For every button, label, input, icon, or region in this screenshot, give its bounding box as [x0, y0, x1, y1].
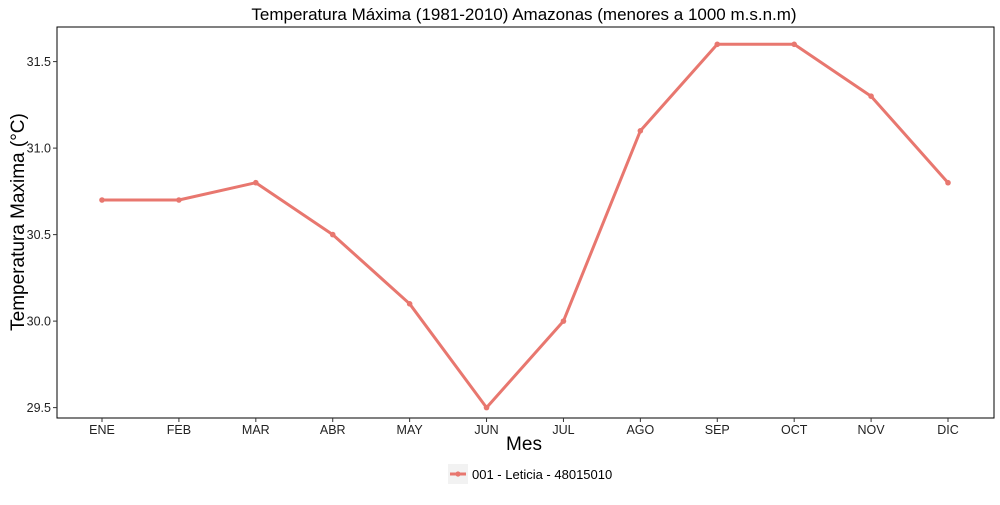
x-tick-label: SEP: [705, 423, 730, 437]
x-tick-label: ABR: [320, 423, 346, 437]
data-point: [791, 41, 797, 48]
y-tick-label: 30.5: [27, 228, 51, 242]
data-point: [329, 231, 336, 238]
data-point: [406, 301, 413, 307]
legend-label: 001 - Leticia - 48015010: [472, 467, 612, 482]
x-tick-label: AGO: [626, 423, 654, 437]
legend-key-point: [455, 471, 461, 477]
x-tick-label: FEB: [167, 423, 191, 437]
plot-panel: [56, 26, 995, 419]
y-axis: 29.5 30.0 30.5 31.0 31.5: [27, 55, 57, 415]
y-axis-label: Temperatura Maxima (°C): [8, 113, 29, 331]
data-point: [945, 179, 951, 186]
x-tick-label: MAY: [397, 423, 424, 437]
y-tick-label: 31.5: [27, 55, 51, 69]
x-tick-label: MAR: [242, 423, 270, 437]
y-tick-label: 31.0: [27, 142, 51, 156]
data-point: [483, 404, 490, 411]
x-tick-label: JUN: [474, 423, 498, 437]
data-point: [637, 128, 644, 134]
data-point: [868, 93, 874, 100]
data-point: [714, 41, 721, 48]
data-point: [560, 318, 567, 324]
x-tick-label: ENE: [89, 423, 115, 437]
x-tick-label: NOV: [858, 423, 886, 437]
x-tick-label: DIC: [937, 423, 959, 437]
x-axis-label: Mes: [506, 434, 542, 455]
data-point: [176, 197, 182, 203]
legend: 001 - Leticia - 48015010: [448, 464, 612, 484]
x-tick-label: OCT: [781, 423, 808, 437]
y-tick-label: 30.0: [27, 315, 51, 329]
x-axis: ENE FEB MAR ABR MAY JUN JUL AGO SEP OCT NOV DIC: [89, 418, 959, 437]
x-tick-label: JUL: [552, 423, 574, 437]
series-layer: [99, 41, 951, 411]
series-line: [100, 42, 950, 410]
data-point: [99, 197, 105, 203]
data-point: [253, 179, 259, 186]
y-tick-label: 29.5: [27, 401, 51, 415]
chart-title: Temperatura Máxima (1981-2010) Amazonas …: [251, 5, 796, 24]
